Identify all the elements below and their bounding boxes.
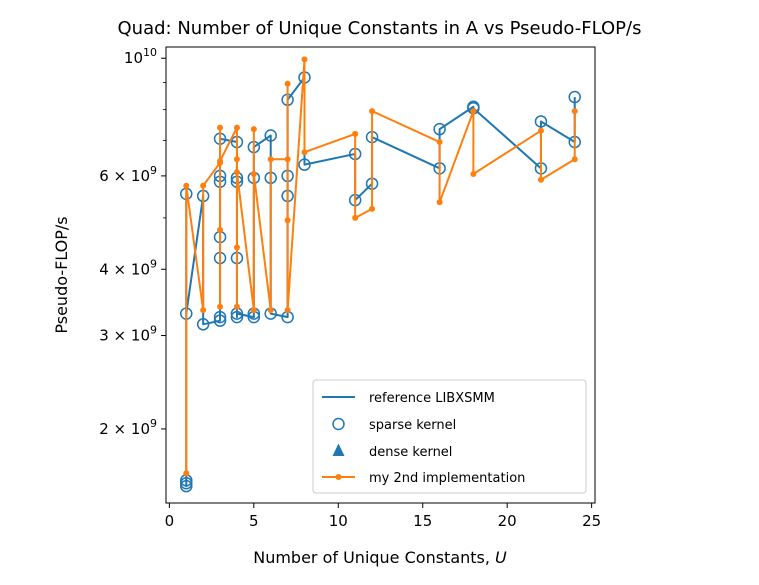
- data-point-dot: [233, 124, 240, 131]
- x-tick-label: 20: [498, 512, 517, 530]
- legend-entry-reference: reference LIBXSMM: [322, 391, 495, 406]
- legend-label-sparse: sparse kernel: [369, 418, 456, 433]
- data-point-dot: [217, 124, 224, 131]
- data-point-dot: [217, 158, 224, 165]
- data-point-dot: [352, 214, 359, 221]
- y-tick-label: 1010: [124, 46, 157, 67]
- data-point-dot: [250, 307, 257, 314]
- legend-triangle-marker: [332, 443, 345, 456]
- data-point-dot: [233, 156, 240, 163]
- y-axis-label: Pseudo-FLOP/s: [52, 216, 71, 333]
- x-axis: 0 5 10 15 20 25: [165, 503, 601, 530]
- legend-entry-sparse: sparse kernel: [332, 417, 456, 433]
- chart-title: Quad: Number of Unique Constants in A vs…: [118, 18, 642, 39]
- legend-label-implementation: my 2nd implementation: [369, 471, 525, 486]
- data-point-dot: [217, 226, 224, 233]
- data-point-dot: [183, 182, 190, 189]
- legend-entry-implementation: my 2nd implementation: [322, 471, 525, 486]
- data-point-dot: [183, 470, 190, 477]
- data-point-dot: [250, 126, 257, 133]
- data-point-dot: [436, 139, 443, 146]
- plot-frame: [165, 46, 596, 504]
- data-point-dot: [470, 108, 477, 115]
- x-axis-label: Number of Unique Constants, U: [253, 548, 507, 567]
- legend-open-circle-marker: [332, 417, 345, 431]
- data-point-dot: [284, 217, 291, 224]
- data-point-dot: [369, 108, 376, 115]
- data-point-dot: [200, 307, 207, 314]
- data-point-open-circle: [264, 129, 277, 142]
- x-tick-label: 10: [329, 512, 348, 530]
- data-point-dot: [301, 149, 308, 156]
- data-point-open-circle: [298, 158, 311, 171]
- legend-entry-dense: dense kernel: [332, 443, 452, 460]
- data-point-dot: [284, 80, 291, 87]
- data-point-dot: [267, 156, 274, 163]
- series-layer: [180, 56, 581, 493]
- data-point-open-circle: [213, 310, 227, 324]
- data-point-open-circle: [213, 314, 227, 327]
- data-point-dot: [571, 156, 578, 163]
- data-point-dot: [267, 307, 274, 314]
- data-point-dot: [233, 303, 240, 310]
- data-point-dot: [233, 169, 240, 176]
- data-point-dot: [571, 108, 578, 115]
- data-point-dot: [537, 127, 544, 134]
- y-tick-label: 6 × 109: [99, 164, 157, 185]
- data-point-dot: [436, 199, 443, 206]
- legend-dot-marker: [335, 474, 342, 480]
- y-axis: 2 × 109 3 × 109 4 × 109 6 × 109 1010: [99, 46, 166, 438]
- legend-label-reference: reference LIBXSMM: [369, 391, 495, 406]
- data-point-dot: [470, 170, 477, 177]
- data-point-open-circle: [196, 318, 210, 331]
- x-tick-label: 15: [413, 512, 432, 530]
- x-tick-label: 5: [249, 512, 259, 530]
- data-point-dot: [369, 205, 376, 212]
- data-point-dot: [284, 307, 291, 314]
- legend-box: [312, 379, 587, 494]
- data-point-dot: [537, 176, 544, 183]
- data-point-dot: [284, 156, 291, 163]
- x-tick-label: 25: [582, 512, 601, 530]
- data-point-dot: [352, 130, 359, 137]
- x-tick-label: 0: [165, 512, 175, 530]
- plot-area: [165, 46, 596, 504]
- data-point-dot: [217, 303, 224, 310]
- data-point-open-circle: [433, 122, 446, 136]
- legend-label-dense: dense kernel: [369, 445, 452, 460]
- x-axis-label-variable: U: [495, 548, 507, 567]
- x-axis-label-text: Number of Unique Constants,: [253, 548, 495, 567]
- y-tick-label: 2 × 109: [99, 417, 157, 438]
- data-point-open-circle: [568, 90, 581, 104]
- data-point-dot: [200, 182, 207, 189]
- legend: reference LIBXSMM sparse kernel dense ke…: [312, 379, 587, 494]
- data-point-dot: [301, 56, 308, 63]
- data-point-open-circle: [230, 310, 244, 324]
- data-point-open-circle: [534, 115, 548, 128]
- data-point-dot: [250, 170, 257, 177]
- y-tick-label: 3 × 109: [99, 324, 157, 345]
- data-point-dot: [233, 244, 240, 251]
- y-tick-label: 4 × 109: [99, 257, 157, 278]
